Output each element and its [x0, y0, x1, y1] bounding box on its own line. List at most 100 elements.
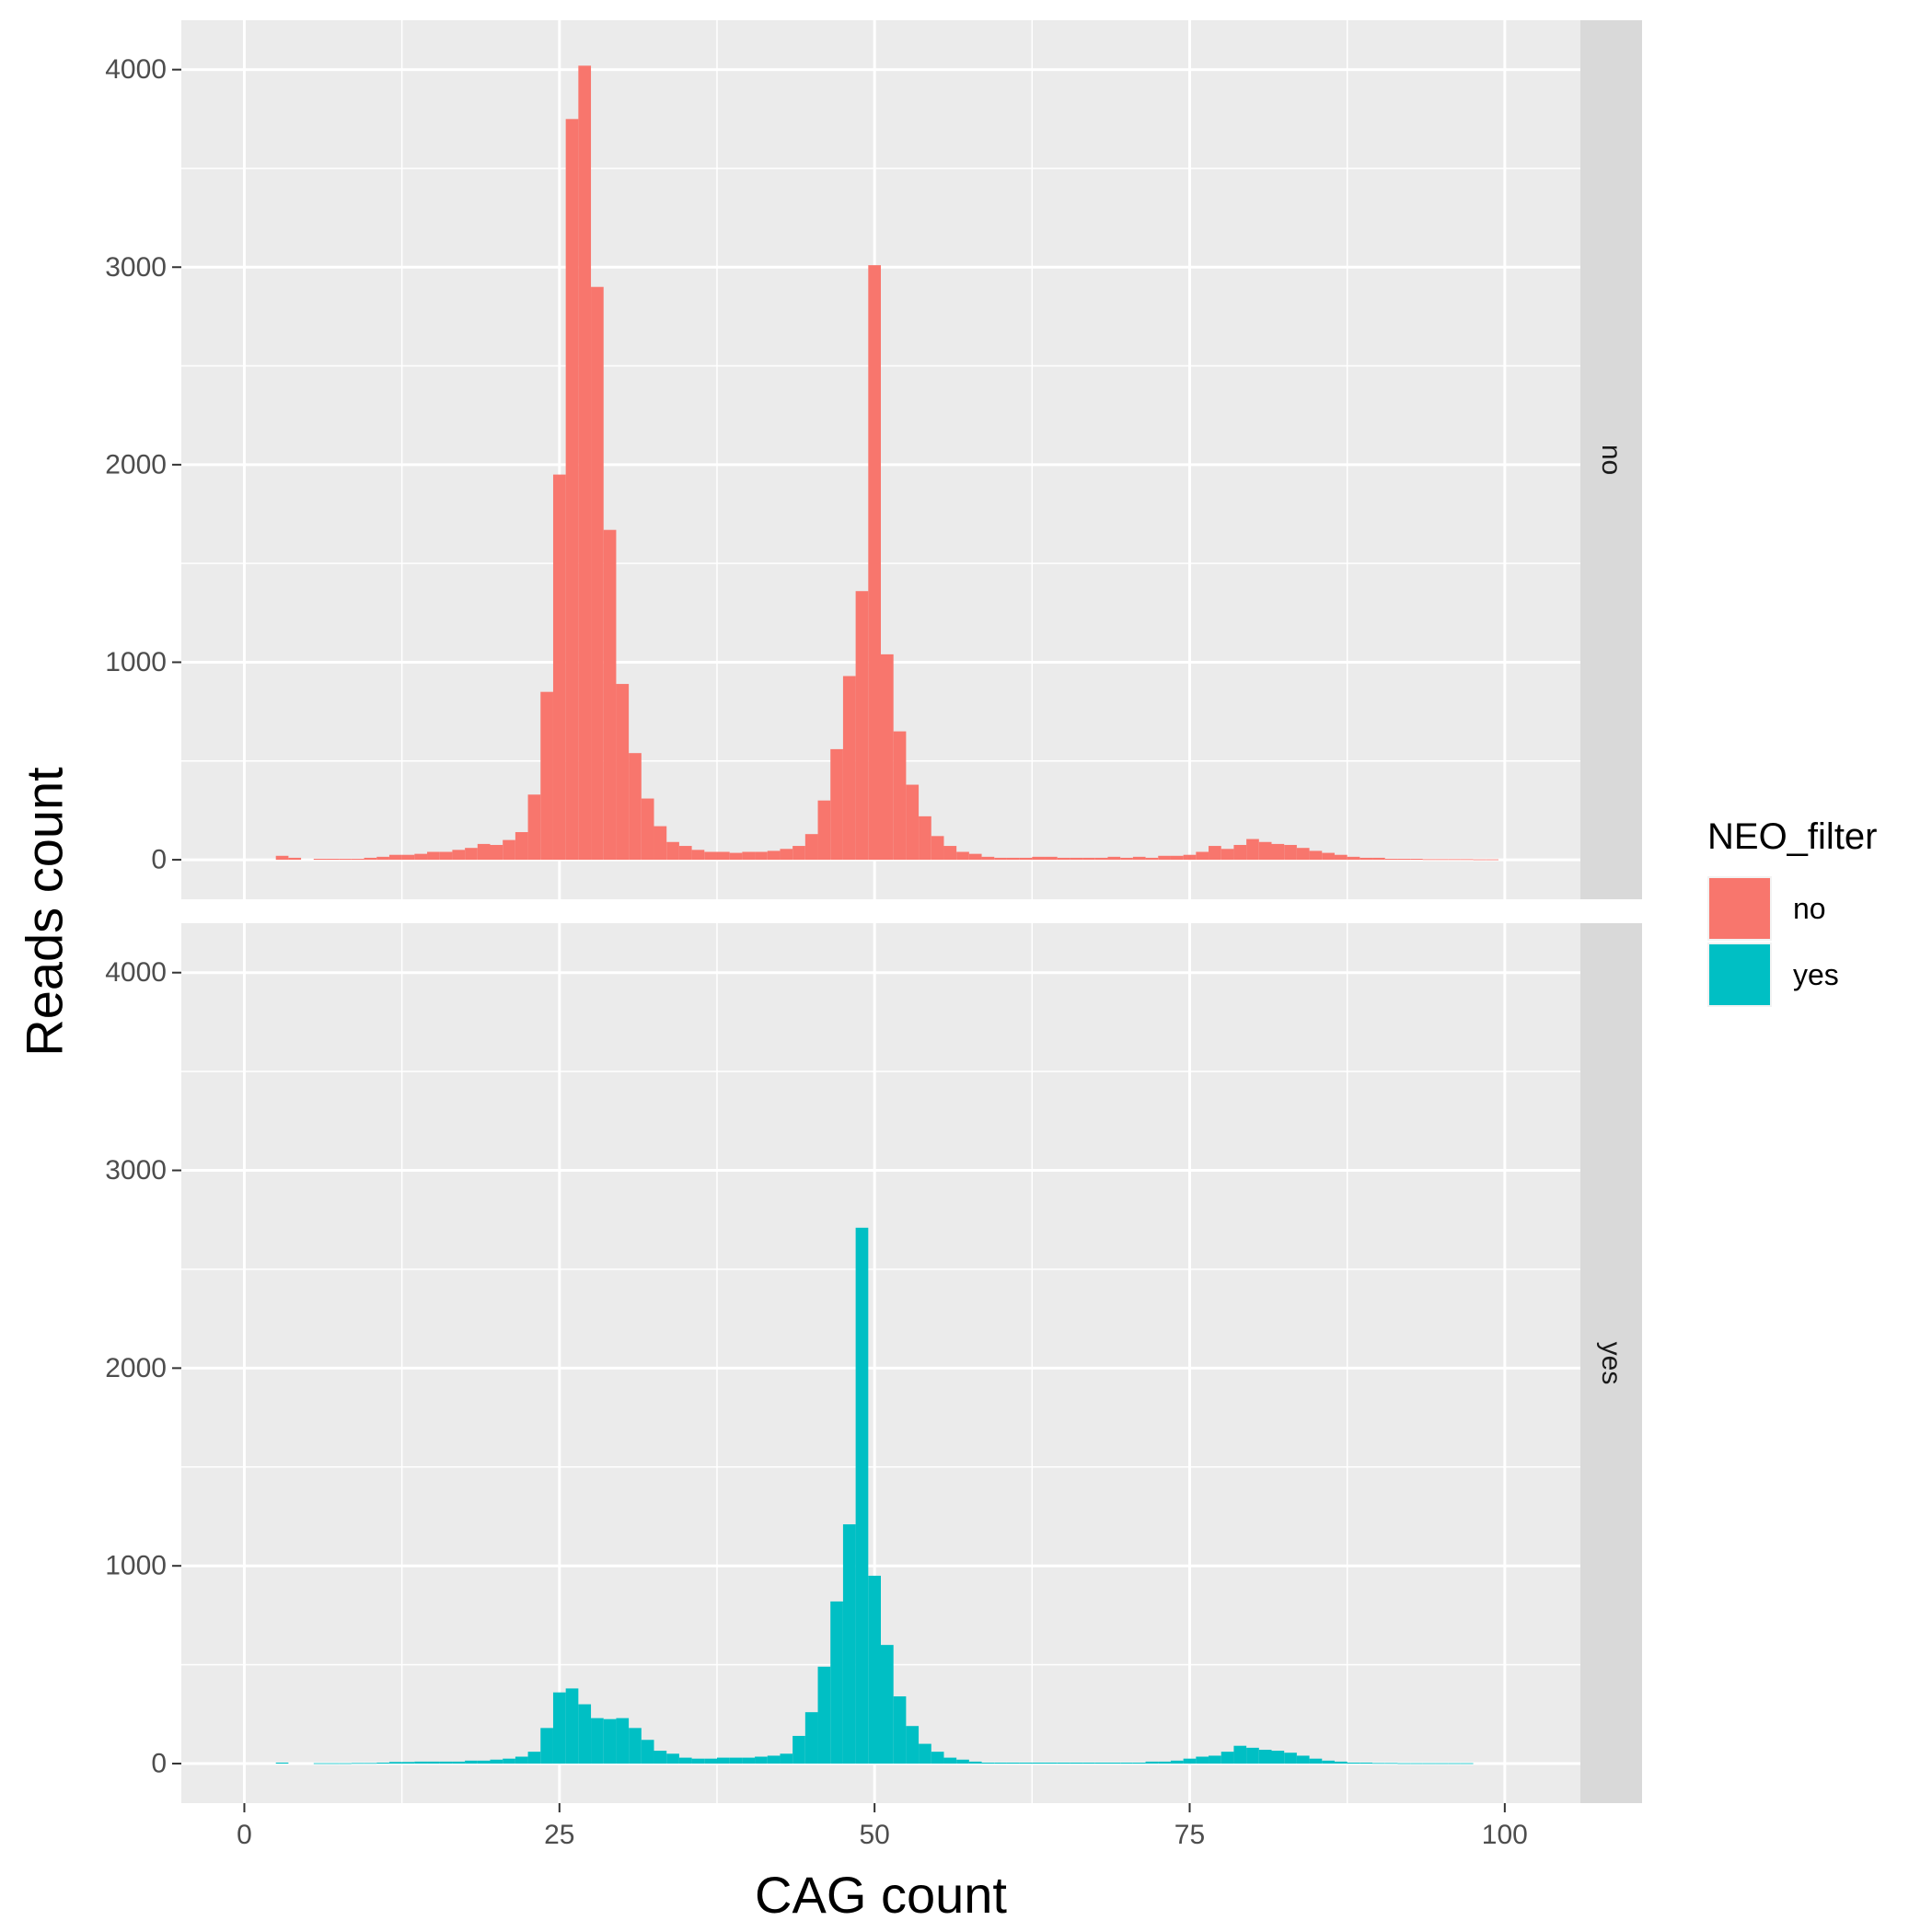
- histogram-bar: [351, 859, 364, 861]
- histogram-bar: [981, 856, 995, 861]
- histogram-bar: [994, 1762, 1007, 1764]
- facet-strip: [1580, 20, 1642, 899]
- legend-swatch: [1709, 878, 1770, 939]
- legend-label: yes: [1793, 958, 1839, 991]
- histogram-bar: [919, 1743, 931, 1764]
- histogram-bar: [490, 844, 503, 861]
- histogram-bar: [629, 753, 642, 861]
- histogram-bar: [742, 851, 756, 861]
- y-tick-label: 2000: [105, 1353, 167, 1383]
- histogram-bar: [855, 1227, 869, 1764]
- y-tick-label: 0: [151, 845, 167, 875]
- histogram-bar: [1057, 1762, 1070, 1764]
- histogram-bar: [893, 731, 907, 861]
- histogram-bar: [994, 857, 1007, 861]
- histogram-bar: [1233, 844, 1247, 861]
- histogram-bar: [1032, 856, 1046, 861]
- histogram-bar: [1094, 1762, 1108, 1764]
- histogram-bar: [1284, 1753, 1297, 1764]
- histogram-bar: [729, 852, 743, 861]
- y-tick-label: 3000: [105, 1155, 167, 1186]
- histogram-bar: [943, 846, 957, 861]
- facet-panels: no yes: [181, 20, 1642, 1803]
- x-axis-title: CAG count: [755, 1866, 1007, 1924]
- histogram-bar: [1221, 849, 1234, 861]
- histogram-bar: [956, 851, 969, 861]
- y-tick-label: 4000: [105, 957, 167, 988]
- histogram-bar: [629, 1728, 642, 1764]
- histogram-bar: [1296, 1755, 1310, 1764]
- histogram-bar: [804, 1712, 818, 1764]
- histogram-bar: [1296, 848, 1310, 861]
- histogram-bar: [351, 1763, 364, 1764]
- histogram-bar: [376, 856, 389, 861]
- histogram-bar: [313, 859, 327, 861]
- histogram-bar: [1284, 844, 1297, 861]
- histogram-bar: [1309, 1758, 1323, 1764]
- y-tick-label: 1000: [105, 647, 167, 677]
- histogram-bar: [1422, 859, 1436, 861]
- histogram-bar: [1473, 859, 1487, 861]
- histogram-bar: [1460, 859, 1474, 861]
- histogram-bar: [540, 1728, 553, 1764]
- histogram-bar: [691, 1758, 705, 1764]
- histogram-bar: [1145, 1761, 1159, 1764]
- histogram-bar: [1183, 854, 1197, 861]
- histogram-bar: [427, 1761, 440, 1764]
- histogram-bar: [792, 846, 805, 861]
- histogram-bar: [1045, 1762, 1058, 1764]
- y-tick-label: 0: [151, 1749, 167, 1779]
- histogram-bar: [578, 1704, 592, 1764]
- histogram-bar: [742, 1757, 756, 1764]
- facet-strip: [1580, 923, 1642, 1803]
- histogram-bar: [465, 848, 478, 861]
- histogram-bar: [364, 1763, 377, 1764]
- histogram-bar: [1359, 857, 1373, 861]
- histogram-bar: [641, 798, 654, 861]
- histogram-bar: [855, 591, 869, 861]
- histogram-bar: [1196, 1756, 1209, 1764]
- facet-panel-yes: yes: [181, 923, 1642, 1803]
- histogram-bar: [490, 1759, 503, 1764]
- facet-strip-label: no: [1596, 445, 1626, 475]
- histogram-bar: [968, 853, 982, 861]
- histogram-bar: [1132, 1762, 1146, 1764]
- histogram-bar: [1006, 857, 1020, 861]
- histogram-bar: [439, 851, 453, 861]
- legend-label: no: [1793, 892, 1826, 925]
- histogram-bar: [729, 1757, 743, 1764]
- legend-title: NEO_filter: [1707, 816, 1878, 857]
- histogram-bar: [288, 857, 302, 861]
- histogram-bar: [691, 850, 705, 861]
- y-tick-label: 1000: [105, 1551, 167, 1581]
- histogram-bar: [414, 1761, 428, 1764]
- histogram-bar: [981, 1762, 995, 1764]
- histogram-bar: [842, 1524, 856, 1764]
- histogram-bar: [1372, 857, 1385, 861]
- histogram-bar: [1082, 1762, 1095, 1764]
- histogram-bar: [943, 1757, 957, 1764]
- histogram-bar: [452, 1761, 466, 1764]
- histogram-bar: [565, 119, 579, 861]
- x-tick-label: 75: [1174, 1820, 1205, 1850]
- histogram-bar: [868, 265, 881, 861]
- histogram-bar: [603, 1718, 617, 1764]
- histogram-bar: [477, 1760, 491, 1764]
- histogram-bar: [1107, 856, 1121, 861]
- histogram-bar: [1145, 857, 1159, 861]
- histogram-bar: [780, 1753, 793, 1764]
- histogram-bar: [1347, 1762, 1360, 1764]
- x-tick-label: 25: [544, 1820, 574, 1850]
- histogram-bar: [427, 851, 440, 861]
- histogram-bar: [893, 1695, 907, 1764]
- histogram-bar: [1397, 859, 1411, 861]
- histogram-bar: [968, 1761, 982, 1764]
- histogram-bar: [755, 851, 768, 861]
- histogram-bar: [1384, 859, 1398, 861]
- histogram-bar: [1209, 846, 1221, 861]
- histogram-bar: [1032, 1762, 1046, 1764]
- histogram-bar: [275, 1762, 289, 1764]
- histogram-bar: [881, 1645, 894, 1764]
- histogram-bar: [1258, 1749, 1272, 1764]
